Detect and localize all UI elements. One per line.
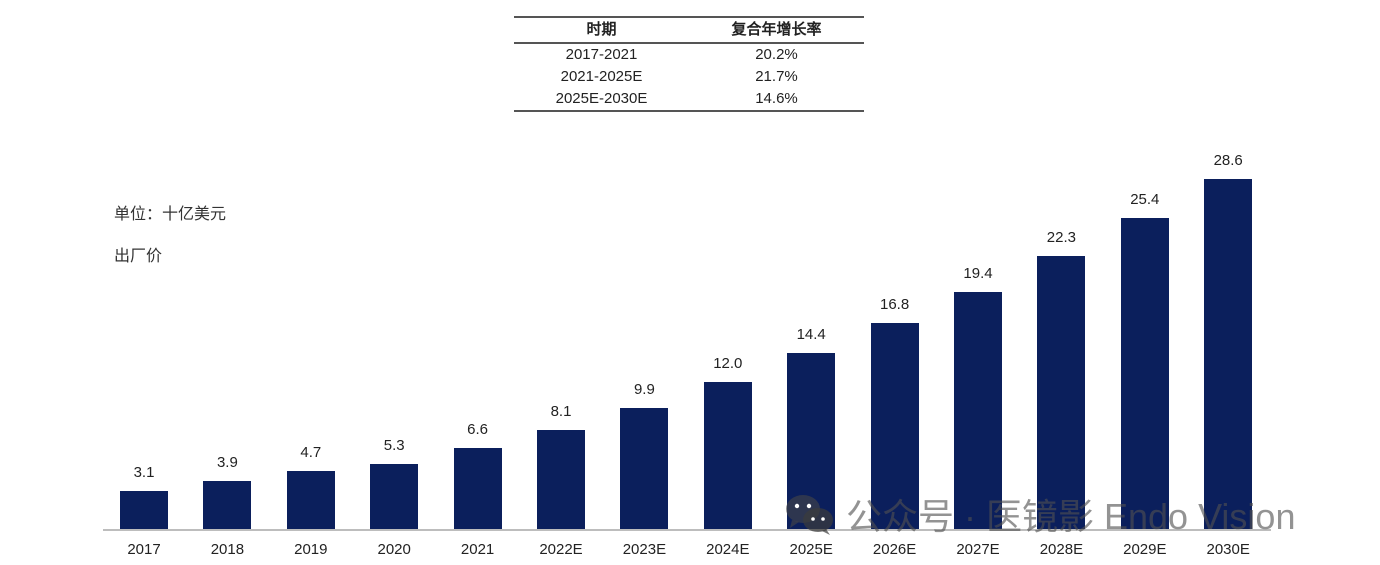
bar: [203, 481, 252, 529]
cagr-cell: 21.7%: [755, 68, 798, 85]
bar: [120, 491, 168, 529]
bar: [286, 471, 335, 529]
bar-value-label: 12.0: [713, 355, 743, 372]
table-top-rule: [514, 16, 864, 18]
bar-value-label: 22.3: [1046, 229, 1076, 246]
cagr-cell: 20.2%: [755, 46, 798, 63]
x-tick-label: 2023E: [622, 541, 667, 558]
x-tick-label: 2029E: [1123, 541, 1167, 558]
bar-value-label: 16.8: [879, 296, 910, 313]
table-mid-rule: [514, 42, 864, 44]
table-bottom-rule: [514, 110, 864, 112]
bar-value-label: 8.1: [550, 403, 572, 420]
x-tick-label: 2020: [377, 541, 411, 558]
bar: [1037, 256, 1086, 529]
x-tick-label: 2026E: [872, 541, 917, 558]
table-row: 2025E-2030E 14.6%: [514, 88, 864, 110]
bar-value-label: 4.7: [300, 444, 322, 461]
bar: [954, 292, 1002, 529]
x-tick-label: 2024E: [706, 541, 750, 558]
price-note: 出厂价: [114, 248, 163, 265]
bar: [1120, 218, 1169, 529]
x-tick-label: 2022E: [539, 541, 583, 558]
bar: [453, 448, 502, 529]
unit-note: 单位：十亿美元: [114, 206, 227, 223]
bar-value-label: 6.6: [467, 421, 489, 438]
bar-value-label: 14.4: [796, 326, 826, 343]
bar-value-label: 3.9: [216, 454, 238, 471]
bar: [537, 430, 585, 529]
bar: [620, 408, 669, 529]
x-tick-label: 2025E: [789, 541, 833, 558]
cagr-table: 时期 复合年增长率 2017-2021 20.2% 2021-2025E 21.…: [514, 16, 864, 112]
bar-value-label: 25.4: [1130, 191, 1160, 208]
table-row: 2017-2021 20.2%: [514, 44, 864, 66]
bar: [1204, 179, 1253, 529]
x-axis-line: [103, 529, 1271, 531]
bar: [870, 323, 919, 529]
bar-value-label: 9.9: [633, 381, 655, 398]
bar-value-label: 5.3: [383, 437, 405, 454]
bar-value-label: 3.1: [133, 464, 155, 481]
period-cell: 2025E-2030E: [555, 90, 648, 107]
x-tick-label: 2018: [210, 541, 245, 558]
header-cagr: 复合年增长率: [731, 21, 822, 38]
x-tick-label: 2027E: [956, 541, 1000, 558]
watermark-text: 公众号 · 医镜影 Endo Vision: [846, 496, 1296, 537]
bar-value-label: 19.4: [963, 265, 993, 282]
table-header-row: 时期 复合年增长率: [514, 19, 864, 41]
x-tick-label: 2030E: [1206, 541, 1250, 558]
x-tick-label: 2021: [460, 541, 495, 558]
period-cell: 2021-2025E: [560, 68, 643, 85]
watermark: 公众号 · 医镜影 Endo Vision: [784, 488, 1295, 540]
table-row: 2021-2025E 21.7%: [514, 66, 864, 88]
x-tick-label: 2028E: [1039, 541, 1084, 558]
header-period: 时期: [586, 21, 617, 38]
x-tick-label: 2017: [127, 541, 161, 558]
bar: [703, 382, 752, 529]
wechat-icon: [784, 492, 836, 536]
bar: [370, 464, 419, 529]
period-cell: 2017-2021: [565, 46, 638, 63]
x-tick-label: 2019: [294, 541, 328, 558]
cagr-cell: 14.6%: [755, 90, 798, 107]
bar-value-label: 28.6: [1213, 152, 1243, 169]
